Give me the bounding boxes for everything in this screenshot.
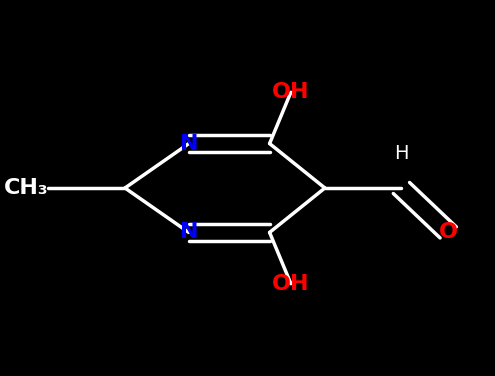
Text: N: N (180, 133, 198, 153)
Text: OH: OH (272, 274, 309, 294)
Text: O: O (439, 223, 458, 243)
Text: OH: OH (272, 82, 309, 102)
Text: CH₃: CH₃ (4, 178, 49, 198)
Text: H: H (394, 144, 409, 163)
Text: N: N (180, 223, 198, 243)
